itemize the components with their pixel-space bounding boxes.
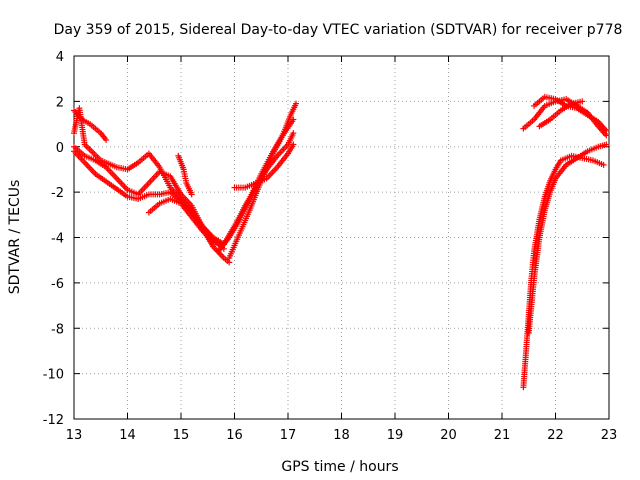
data-point bbox=[603, 141, 610, 148]
y-tick-label: 0 bbox=[56, 141, 64, 156]
x-tick-label: 19 bbox=[387, 428, 404, 443]
data-point bbox=[103, 136, 110, 143]
data-point bbox=[603, 127, 610, 134]
x-tick-label: 20 bbox=[440, 428, 457, 443]
x-tick-label: 14 bbox=[119, 428, 136, 443]
y-tick-label: 4 bbox=[56, 50, 64, 65]
y-axis-label: SDTVAR / TECUs bbox=[7, 180, 23, 295]
x-axis-label: GPS time / hours bbox=[281, 459, 398, 475]
x-tick-labels: 13 14 15 16 17 18 19 20 21 22 23 bbox=[66, 428, 618, 443]
x-tick-label: 17 bbox=[280, 428, 297, 443]
y-tick-label: 2 bbox=[56, 95, 64, 110]
x-tick-label: 16 bbox=[226, 428, 243, 443]
data-point bbox=[579, 98, 586, 105]
y-tick-label: -12 bbox=[43, 413, 64, 428]
y-tick-label: -10 bbox=[43, 368, 64, 383]
x-tick-label: 13 bbox=[66, 428, 83, 443]
y-tick-label: -2 bbox=[51, 186, 64, 201]
y-tick-labels: -12 -10 -8 -6 -4 -2 0 2 4 bbox=[43, 50, 64, 428]
grid-lines bbox=[74, 56, 609, 419]
x-tick-label: 23 bbox=[601, 428, 618, 443]
data-point bbox=[293, 100, 300, 107]
x-tick-label: 21 bbox=[494, 428, 511, 443]
x-tick-label: 22 bbox=[547, 428, 564, 443]
data-point bbox=[290, 130, 297, 137]
chart-title: Day 359 of 2015, Sidereal Day-to-day VTE… bbox=[54, 22, 623, 38]
y-tick-label: -8 bbox=[51, 322, 64, 337]
x-tick-label: 15 bbox=[173, 428, 190, 443]
data-point bbox=[290, 116, 297, 123]
data-point bbox=[290, 141, 297, 148]
data-point bbox=[600, 161, 607, 168]
y-tick-label: -4 bbox=[51, 232, 64, 247]
y-tick-label: -6 bbox=[51, 277, 64, 292]
data-points bbox=[71, 93, 610, 391]
x-tick-label: 18 bbox=[333, 428, 350, 443]
data-point bbox=[188, 191, 195, 198]
